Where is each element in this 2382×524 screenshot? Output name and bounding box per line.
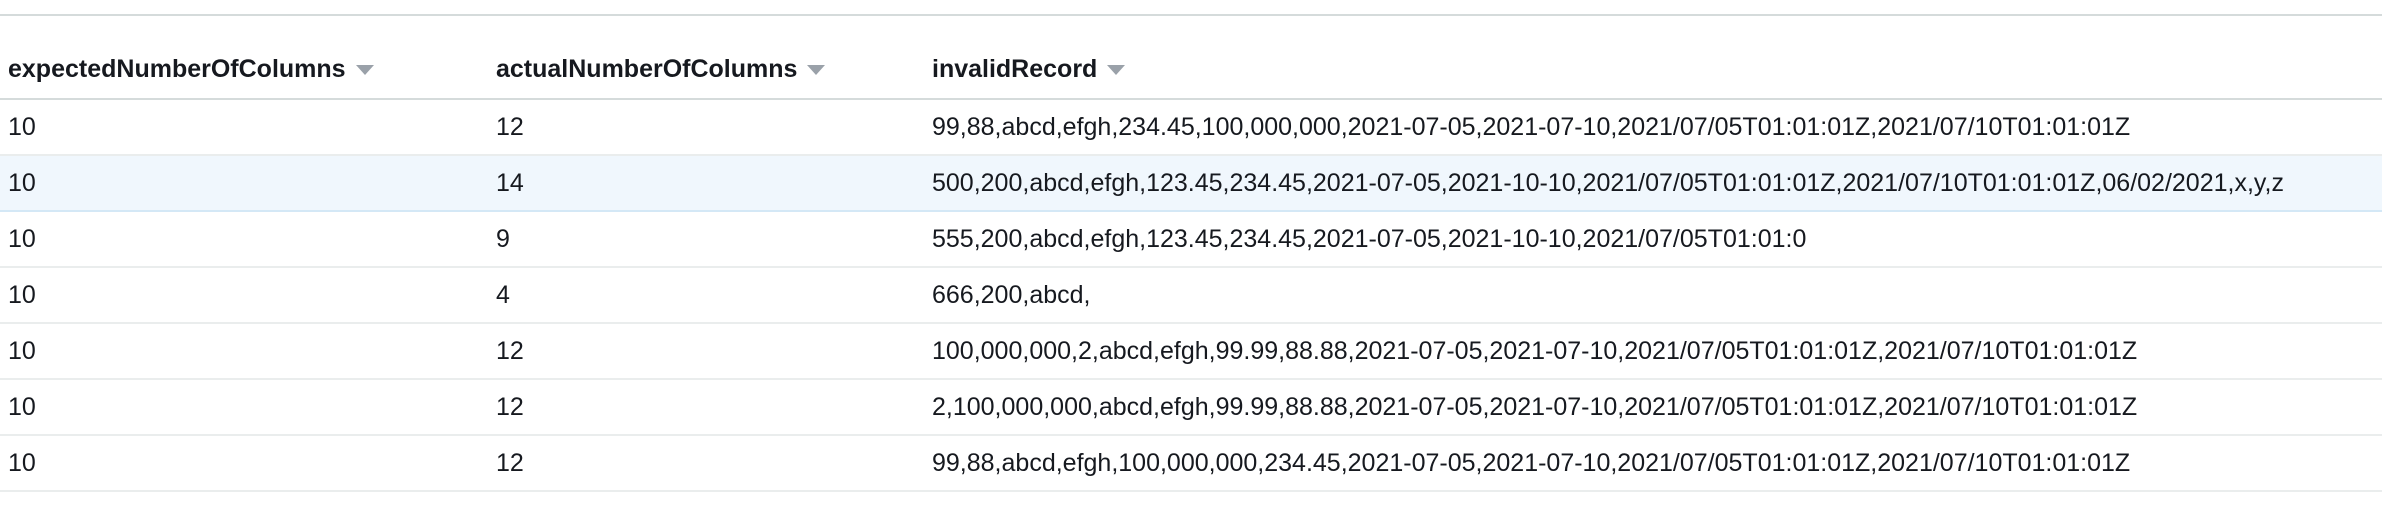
column-header-invalid-record[interactable]: invalidRecord [932,40,2382,99]
cell-invalid-record: 555,200,abcd,efgh,123.45,234.45,2021-07-… [932,224,1807,253]
table-row[interactable]: 10 14 500,200,abcd,efgh,123.45,234.45,20… [0,155,2382,211]
cell-actual: 9 [496,224,510,253]
cell-invalid-record: 100,000,000,2,abcd,efgh,99.99,88.88,2021… [932,336,2138,365]
cell-invalid-record: 2,100,000,000,abcd,efgh,99.99,88.88,2021… [932,392,2138,421]
cell-actual: 4 [496,280,510,309]
invalid-records-table: expectedNumberOfColumns actualNumberOfCo… [0,40,2382,492]
cell-actual: 12 [496,448,524,477]
cell-invalid-record: 500,200,abcd,efgh,123.45,234.45,2021-07-… [932,168,2285,197]
cell-expected: 10 [8,448,36,477]
cell-actual: 12 [496,392,524,421]
table-row[interactable]: 10 12 99,88,abcd,efgh,234.45,100,000,000… [0,99,2382,155]
column-header-label: invalidRecord [932,54,1098,83]
cell-expected: 10 [8,168,36,197]
table-row[interactable]: 10 12 2,100,000,000,abcd,efgh,99.99,88.8… [0,379,2382,435]
column-header-label: expectedNumberOfColumns [8,54,346,83]
sort-down-icon[interactable] [355,65,374,75]
table-row[interactable]: 10 4 666,200,abcd, [0,267,2382,323]
cell-invalid-record: 666,200,abcd, [932,280,1091,309]
top-divider [0,14,2382,16]
column-header-actual[interactable]: actualNumberOfColumns [496,40,932,99]
cell-expected: 10 [8,280,36,309]
cell-expected: 10 [8,336,36,365]
cell-actual: 12 [496,336,524,365]
cell-expected: 10 [8,392,36,421]
sort-down-icon[interactable] [807,65,826,75]
cell-expected: 10 [8,112,36,141]
table-row[interactable]: 10 9 555,200,abcd,efgh,123.45,234.45,202… [0,211,2382,267]
cell-actual: 12 [496,112,524,141]
cell-invalid-record: 99,88,abcd,efgh,234.45,100,000,000,2021-… [932,112,2131,141]
cell-expected: 10 [8,224,36,253]
table-header-row: expectedNumberOfColumns actualNumberOfCo… [0,40,2382,99]
sort-down-icon[interactable] [1107,65,1126,75]
column-header-label: actualNumberOfColumns [496,54,798,83]
table-row[interactable]: 10 12 99,88,abcd,efgh,100,000,000,234.45… [0,435,2382,491]
table-row[interactable]: 10 12 100,000,000,2,abcd,efgh,99.99,88.8… [0,323,2382,379]
column-header-expected[interactable]: expectedNumberOfColumns [0,40,496,99]
cell-invalid-record: 99,88,abcd,efgh,100,000,000,234.45,2021-… [932,448,2131,477]
cell-actual: 14 [496,168,524,197]
